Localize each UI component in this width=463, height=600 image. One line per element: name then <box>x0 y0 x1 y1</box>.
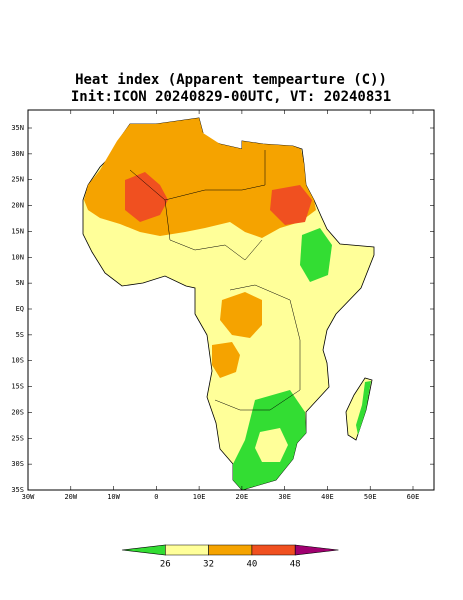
borders <box>164 199 263 261</box>
orange-zone-south <box>212 342 240 378</box>
colorbar-label: 48 <box>290 560 301 570</box>
colorbar-swatch <box>208 544 253 556</box>
lon-label: 30W <box>22 493 35 501</box>
lon-label: 10E <box>193 493 206 501</box>
lat-label: EQ <box>16 305 24 313</box>
lon-label: 20E <box>236 493 249 501</box>
lat-label: 30S <box>11 460 24 468</box>
lat-label: 10S <box>11 357 24 365</box>
lat-label: 20N <box>11 202 24 210</box>
lat-label: 15S <box>11 383 24 391</box>
yellow-zone-south <box>255 428 288 462</box>
colorbar-swatch <box>251 544 296 556</box>
borders <box>129 150 266 201</box>
red-zone-east <box>270 185 312 225</box>
lat-label: 35S <box>11 486 24 494</box>
lat-label: 20S <box>11 408 24 416</box>
lat-label: 35N <box>11 124 24 132</box>
colorbar: 26 32 40 48 <box>121 544 339 570</box>
lon-label: 20W <box>64 493 77 501</box>
lat-label: 5S <box>16 331 24 339</box>
lon-label: 60E <box>407 493 420 501</box>
lon-label: 0 <box>154 493 158 501</box>
colorbar-label: 32 <box>203 560 214 570</box>
lon-label: 50E <box>364 493 377 501</box>
map <box>27 109 435 491</box>
subtitle: Init:ICON 20240829-00UTC, VT: 20240831 <box>71 89 391 105</box>
lat-label: 30N <box>11 150 24 158</box>
title: Heat index (Apparent tempearture (C)) <box>75 72 387 88</box>
madagascar-green <box>356 381 371 435</box>
red-zone-west <box>125 172 168 222</box>
lat-label: 25S <box>11 434 24 442</box>
lon-label: 30E <box>278 493 291 501</box>
lat-label: 25N <box>11 176 24 184</box>
colorbar-label: 40 <box>246 560 257 570</box>
lon-label: 10W <box>107 493 120 501</box>
borders <box>214 284 301 411</box>
map-frame <box>27 109 435 491</box>
orange-zone-central <box>220 292 262 338</box>
lat-label: 10N <box>11 253 24 261</box>
lat-label: 5N <box>16 279 24 287</box>
green-zone-ethiopia <box>300 228 332 282</box>
colorbar-swatch <box>294 544 339 556</box>
lat-label: 15N <box>11 227 24 235</box>
lon-label: 40E <box>321 493 334 501</box>
colorbar-label: 26 <box>160 560 171 570</box>
colorbar-swatch <box>121 544 166 556</box>
colorbar-swatch <box>165 544 209 556</box>
